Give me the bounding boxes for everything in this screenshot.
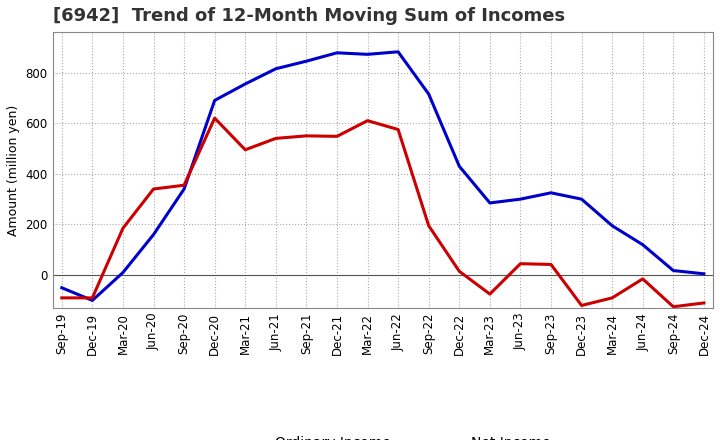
Net Income [210, 115, 219, 121]
Ordinary Income [424, 92, 433, 97]
Ordinary Income [516, 197, 525, 202]
Net Income [58, 295, 66, 301]
Net Income [700, 300, 708, 305]
Ordinary Income [180, 187, 189, 192]
Net Income [302, 133, 311, 139]
Net Income [455, 269, 464, 274]
Ordinary Income [455, 164, 464, 169]
Ordinary Income [639, 242, 647, 247]
Net Income [119, 226, 127, 231]
Ordinary Income [302, 59, 311, 64]
Ordinary Income [241, 81, 250, 87]
Ordinary Income [119, 270, 127, 275]
Net Income [180, 183, 189, 188]
Ordinary Income [546, 190, 555, 195]
Net Income [546, 262, 555, 267]
Ordinary Income [149, 232, 158, 237]
Net Income [424, 223, 433, 228]
Net Income [639, 276, 647, 282]
Net Income [608, 295, 616, 301]
Y-axis label: Amount (million yen): Amount (million yen) [7, 104, 20, 236]
Ordinary Income [363, 51, 372, 57]
Net Income [271, 136, 280, 141]
Net Income [516, 261, 525, 266]
Ordinary Income [669, 268, 678, 273]
Net Income [333, 134, 341, 139]
Net Income [241, 147, 250, 152]
Line: Net Income: Net Income [62, 118, 704, 307]
Net Income [394, 127, 402, 132]
Net Income [363, 118, 372, 123]
Line: Ordinary Income: Ordinary Income [62, 52, 704, 301]
Legend: Ordinary Income, Net Income: Ordinary Income, Net Income [210, 431, 557, 440]
Ordinary Income [394, 49, 402, 55]
Ordinary Income [485, 200, 494, 205]
Net Income [669, 304, 678, 309]
Net Income [485, 291, 494, 297]
Ordinary Income [58, 285, 66, 290]
Ordinary Income [577, 197, 586, 202]
Text: [6942]  Trend of 12-Month Moving Sum of Incomes: [6942] Trend of 12-Month Moving Sum of I… [53, 7, 564, 25]
Net Income [577, 303, 586, 308]
Net Income [149, 187, 158, 192]
Ordinary Income [608, 223, 616, 228]
Ordinary Income [88, 298, 96, 303]
Ordinary Income [210, 98, 219, 103]
Net Income [88, 295, 96, 301]
Ordinary Income [333, 50, 341, 55]
Ordinary Income [700, 271, 708, 276]
Ordinary Income [271, 66, 280, 71]
